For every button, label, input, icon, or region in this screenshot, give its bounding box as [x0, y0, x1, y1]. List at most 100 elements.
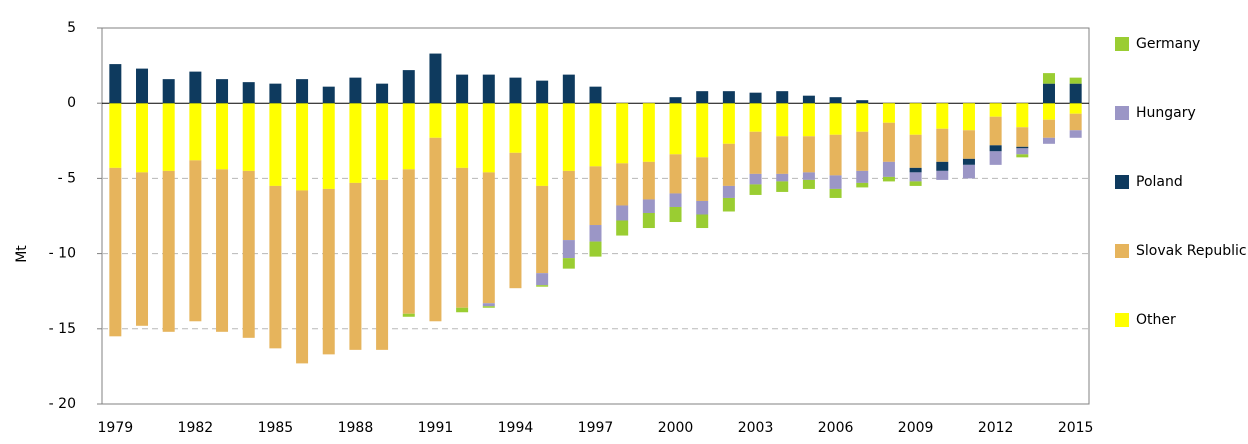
- bar-segment: [109, 103, 122, 168]
- bar-segment: [349, 182, 362, 350]
- bar-segment: [856, 131, 869, 171]
- bar-segment: [429, 53, 442, 104]
- bar-segment: [696, 157, 709, 201]
- bar-segment: [349, 77, 362, 104]
- bar-segment: [456, 103, 469, 168]
- bar-segment: [242, 103, 255, 171]
- bar-segment: [962, 103, 975, 131]
- bar-segment: [749, 131, 762, 174]
- x-tick-label: 2006: [818, 420, 854, 436]
- bar-segment: [776, 103, 789, 137]
- bar-segment: [936, 161, 949, 171]
- bar-segment: [616, 103, 629, 164]
- bar-segment: [402, 70, 415, 104]
- bar-segment: [1069, 130, 1082, 138]
- x-tick-label: 2009: [898, 420, 934, 436]
- bar-segment: [909, 103, 922, 135]
- bar-segment: [909, 172, 922, 182]
- bar-segment: [482, 303, 495, 307]
- legend-label: Slovak Republic: [1136, 243, 1247, 259]
- bar-segment: [669, 154, 682, 194]
- bar-segment: [642, 199, 655, 213]
- y-tick-label: 0: [67, 95, 76, 111]
- bar-segment: [802, 95, 815, 104]
- bar-segment: [616, 205, 629, 221]
- x-tick-label: 2000: [658, 420, 694, 436]
- bar-segment: [269, 185, 282, 349]
- bar-segment: [936, 170, 949, 180]
- bar-segment: [696, 214, 709, 229]
- bar-segment: [429, 137, 442, 322]
- bar-segment: [376, 103, 389, 180]
- legend-label: Hungary: [1136, 105, 1196, 121]
- bar-segment: [189, 160, 202, 322]
- bar-segment: [616, 220, 629, 236]
- bar-segment: [562, 103, 575, 171]
- bar-segment: [322, 188, 335, 355]
- legend-label: Germany: [1136, 36, 1200, 52]
- legend-swatch: [1115, 106, 1129, 120]
- bar-segment: [936, 103, 949, 129]
- bar-segment: [722, 91, 735, 104]
- bar-segment: [642, 161, 655, 200]
- bar-segment: [376, 83, 389, 104]
- bar-segment: [1042, 103, 1055, 120]
- bar-segment: [749, 173, 762, 185]
- bar-segment: [1016, 146, 1029, 149]
- bar-segment: [856, 170, 869, 183]
- bar-segment: [802, 103, 815, 137]
- bar-segment: [776, 136, 789, 174]
- bar-segment: [802, 179, 815, 189]
- bar-segment: [109, 167, 122, 337]
- bar-segment: [1069, 103, 1082, 114]
- bar-segment: [296, 190, 309, 364]
- bar-segment: [1042, 73, 1055, 84]
- bar-segment: [456, 74, 469, 104]
- bar-segment: [722, 185, 735, 198]
- bar-segment: [642, 212, 655, 229]
- bar-segment: [136, 103, 149, 173]
- bar-segment: [1016, 103, 1029, 128]
- legend-swatch: [1115, 37, 1129, 51]
- plot-frame: [101, 27, 1090, 405]
- bar-segment: [829, 97, 842, 104]
- bar-segment: [482, 74, 495, 104]
- bar-segment: [589, 225, 602, 242]
- bar-segment: [589, 241, 602, 257]
- bar-segment: [696, 103, 709, 158]
- bar-segment: [1016, 148, 1029, 155]
- bar-segment: [749, 103, 762, 132]
- bar-segment: [936, 128, 949, 162]
- bar-segment: [562, 74, 575, 104]
- x-tick-label: 1988: [338, 420, 374, 436]
- bar-segment: [402, 313, 415, 317]
- bar-segment: [322, 86, 335, 104]
- bar-segment: [722, 197, 735, 212]
- bar-segment: [242, 82, 255, 104]
- bar-segment: [882, 161, 895, 177]
- bar-segment: [669, 103, 682, 155]
- bar-segment: [349, 103, 362, 183]
- bar-segment: [456, 307, 469, 313]
- bar-segment: [669, 97, 682, 104]
- y-tick-label: - 5: [58, 170, 76, 186]
- legend-label: Other: [1136, 312, 1176, 328]
- bar-segment: [269, 103, 282, 186]
- x-tick-label: 1985: [258, 420, 294, 436]
- bar-segment: [962, 130, 975, 159]
- bar-segment: [989, 145, 1002, 152]
- bar-segment: [669, 206, 682, 223]
- bar-segment: [536, 273, 549, 286]
- bar-segment: [696, 91, 709, 104]
- bar-segment: [989, 103, 1002, 117]
- bar-segment: [1042, 137, 1055, 144]
- bar-segment: [882, 122, 895, 162]
- bar-segment: [776, 173, 789, 182]
- bar-segment: [536, 285, 549, 287]
- bar-segment: [829, 103, 842, 135]
- bar-segment: [856, 182, 869, 188]
- y-axis-label: Mt: [14, 245, 30, 263]
- bar-segment: [882, 176, 895, 182]
- bar-segment: [296, 79, 309, 104]
